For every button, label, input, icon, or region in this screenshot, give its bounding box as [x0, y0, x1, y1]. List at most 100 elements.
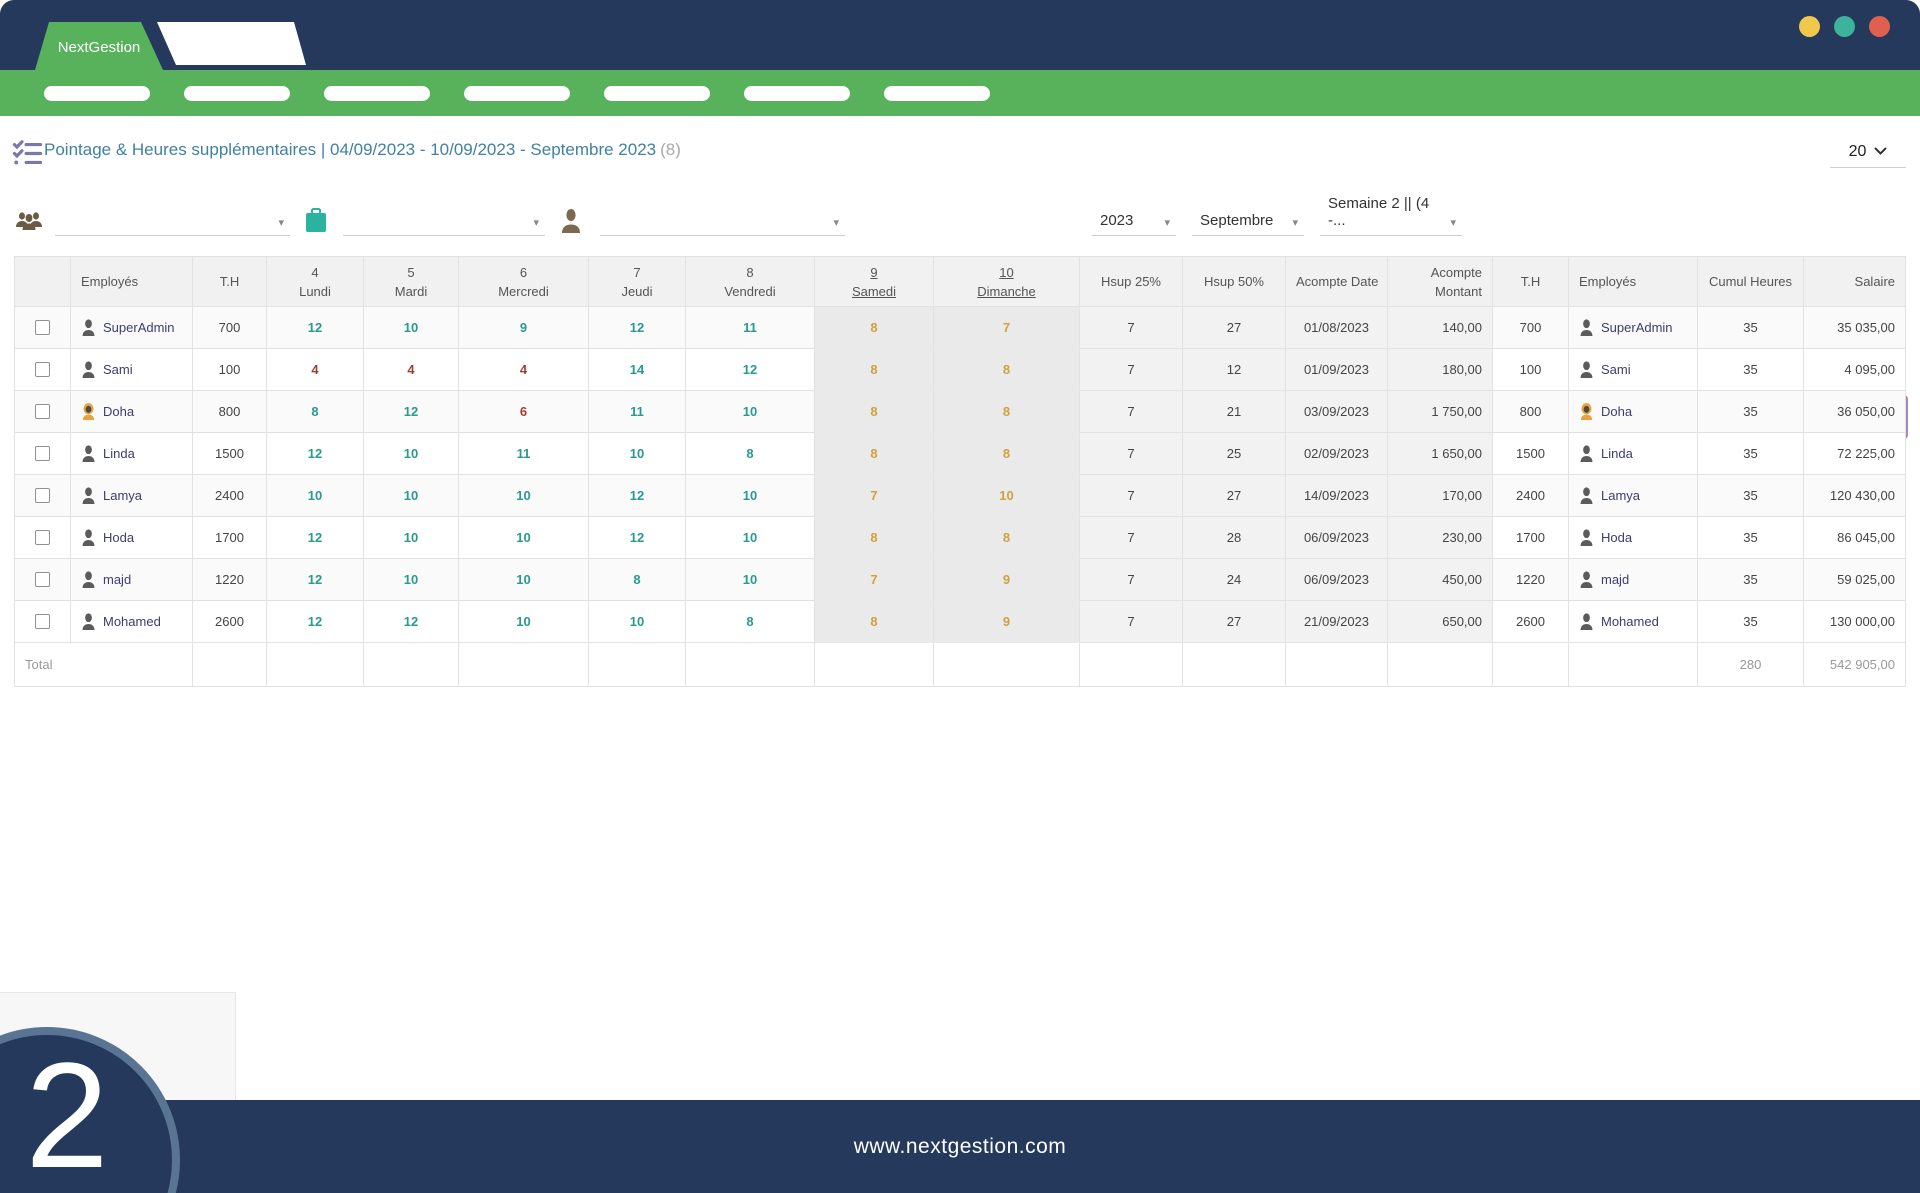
- row-checkbox[interactable]: [35, 404, 50, 419]
- table-row: Sami 100 4 4 4 14 12 8 8 7 12 01/09/2023 180,00 100 Sa…: [14, 348, 1906, 391]
- row-checkbox[interactable]: [35, 446, 50, 461]
- col-header-day5[interactable]: 9 Samedi: [814, 256, 934, 307]
- cell-employee: SuperAdmin: [70, 306, 193, 349]
- col-header-check: [14, 256, 71, 307]
- cell-day-vendredi: 10: [685, 390, 815, 433]
- page-size-select[interactable]: 20: [1830, 136, 1906, 168]
- cell-th2: 2600: [1492, 600, 1569, 643]
- table-row: Mohamed 2600 12 12 10 10 8 8 9 7 27 21/09/2023 650,0…: [14, 600, 1906, 643]
- row-checkbox[interactable]: [35, 320, 50, 335]
- col-header-hsup50: Hsup 50%: [1182, 256, 1286, 307]
- cell-cumul: 35: [1697, 306, 1804, 349]
- cell-th2: 1700: [1492, 516, 1569, 559]
- cell-th2: 2400: [1492, 474, 1569, 517]
- row-checkbox[interactable]: [35, 530, 50, 545]
- cell-cumul: 35: [1697, 600, 1804, 643]
- pointage-table: Employés T.H 4 Lundi 5 Mardi 6 Mercredi 7 Jeudi 8 V…: [14, 256, 1906, 687]
- avatar-icon: [1579, 319, 1594, 336]
- step-badge-number: 2: [25, 1031, 109, 1193]
- total-cell-emp2: [1568, 642, 1698, 687]
- window-dot-red[interactable]: [1869, 16, 1890, 37]
- title-row: Pointage & Heures supplémentaires | 04/0…: [0, 134, 1920, 174]
- employee-name[interactable]: Sami: [1601, 362, 1631, 377]
- cell-day-vendredi: 8: [685, 432, 815, 475]
- col-header-emp: Employés: [70, 256, 193, 307]
- avatar-icon: [81, 319, 96, 336]
- cell-employee: Doha: [70, 390, 193, 433]
- employee-filter-select[interactable]: ▾: [600, 204, 845, 236]
- total-cumul: 280: [1697, 642, 1804, 687]
- nav-item-placeholder[interactable]: [884, 85, 990, 101]
- cell-day-vendredi: 8: [685, 600, 815, 643]
- nav-item-placeholder[interactable]: [324, 85, 430, 101]
- employee-name[interactable]: Hoda: [1601, 530, 1633, 545]
- nav-item-placeholder[interactable]: [184, 85, 290, 101]
- cell-acompte-montant: 650,00: [1387, 600, 1493, 643]
- cell-day-lundi: 12: [266, 516, 364, 559]
- cell-employee: majd: [70, 558, 193, 601]
- brand-tab[interactable]: NextGestion: [35, 22, 163, 70]
- cell-hsup50: 12: [1182, 348, 1286, 391]
- cell-salaire: 35 035,00: [1803, 306, 1906, 349]
- cell-th: 100: [192, 348, 267, 391]
- employee-name[interactable]: Lamya: [103, 488, 143, 503]
- cell-day-jeudi: 12: [588, 516, 686, 559]
- chevron-down-icon: [1874, 147, 1887, 155]
- employee-name[interactable]: Linda: [1601, 446, 1633, 461]
- row-checkbox[interactable]: [35, 362, 50, 377]
- avatar-icon: [1579, 361, 1594, 378]
- cell-checkbox: [14, 306, 71, 349]
- cell-day-samedi: 7: [814, 558, 934, 601]
- team-filter-select[interactable]: ▾: [55, 204, 290, 236]
- window-controls: [1799, 16, 1890, 37]
- employee-name[interactable]: Mohamed: [1601, 614, 1659, 629]
- cell-day-samedi: 8: [814, 348, 934, 391]
- row-checkbox[interactable]: [35, 572, 50, 587]
- cell-salaire: 59 025,00: [1803, 558, 1906, 601]
- row-checkbox[interactable]: [35, 614, 50, 629]
- nav-item-placeholder[interactable]: [464, 85, 570, 101]
- col-header-salaire: Salaire: [1803, 256, 1906, 307]
- cell-hsup25: 7: [1079, 600, 1183, 643]
- department-filter-select[interactable]: ▾: [343, 204, 545, 236]
- employee-name[interactable]: majd: [103, 572, 132, 587]
- employee-name[interactable]: Lamya: [1601, 488, 1641, 503]
- cell-day-lundi: 12: [266, 600, 364, 643]
- week-select[interactable]: Semaine 2 || (4 -... ▾: [1320, 195, 1462, 236]
- col-header-day6[interactable]: 10 Dimanche: [933, 256, 1080, 307]
- col-header-day2: 6 Mercredi: [458, 256, 589, 307]
- table-header-row: Employés T.H 4 Lundi 5 Mardi 6 Mercredi 7 Jeudi 8 V…: [14, 256, 1906, 307]
- window-dot-teal[interactable]: [1834, 16, 1855, 37]
- employee-name[interactable]: majd: [1601, 572, 1630, 587]
- employee-name[interactable]: SuperAdmin: [1601, 320, 1673, 335]
- month-select[interactable]: Septembre ▾: [1192, 204, 1304, 236]
- employee-name[interactable]: Hoda: [103, 530, 135, 545]
- employee-name[interactable]: SuperAdmin: [103, 320, 175, 335]
- employee-name[interactable]: Sami: [103, 362, 133, 377]
- total-cell-acmont: [1387, 642, 1493, 687]
- year-select[interactable]: 2023 ▾: [1092, 204, 1176, 236]
- cell-hsup50: 28: [1182, 516, 1286, 559]
- footer-url[interactable]: www.nextgestion.com: [853, 1134, 1067, 1158]
- employee-name[interactable]: Linda: [103, 446, 135, 461]
- col-header-th2: T.H: [1492, 256, 1569, 307]
- cell-day-lundi: 8: [266, 390, 364, 433]
- cell-hsup50: 21: [1182, 390, 1286, 433]
- employee-name[interactable]: Mohamed: [103, 614, 161, 629]
- cell-employee2: majd: [1568, 558, 1698, 601]
- row-checkbox[interactable]: [35, 488, 50, 503]
- cell-salaire: 130 000,00: [1803, 600, 1906, 643]
- total-cell-hsup50: [1182, 642, 1286, 687]
- nav-item-placeholder[interactable]: [604, 85, 710, 101]
- cell-day-vendredi: 10: [685, 474, 815, 517]
- col-header-th: T.H: [192, 256, 267, 307]
- window-dot-yellow[interactable]: [1799, 16, 1820, 37]
- employee-name[interactable]: Doha: [1601, 404, 1633, 419]
- table-row: Hoda 1700 12 10 10 12 10 8 8 7 28 06/09/2023 230,00 1…: [14, 516, 1906, 559]
- employee-name[interactable]: Doha: [103, 404, 135, 419]
- footer-bar: www.nextgestion.com: [0, 1100, 1920, 1193]
- nav-item-placeholder[interactable]: [44, 85, 150, 101]
- cell-th: 700: [192, 306, 267, 349]
- nav-item-placeholder[interactable]: [744, 85, 850, 101]
